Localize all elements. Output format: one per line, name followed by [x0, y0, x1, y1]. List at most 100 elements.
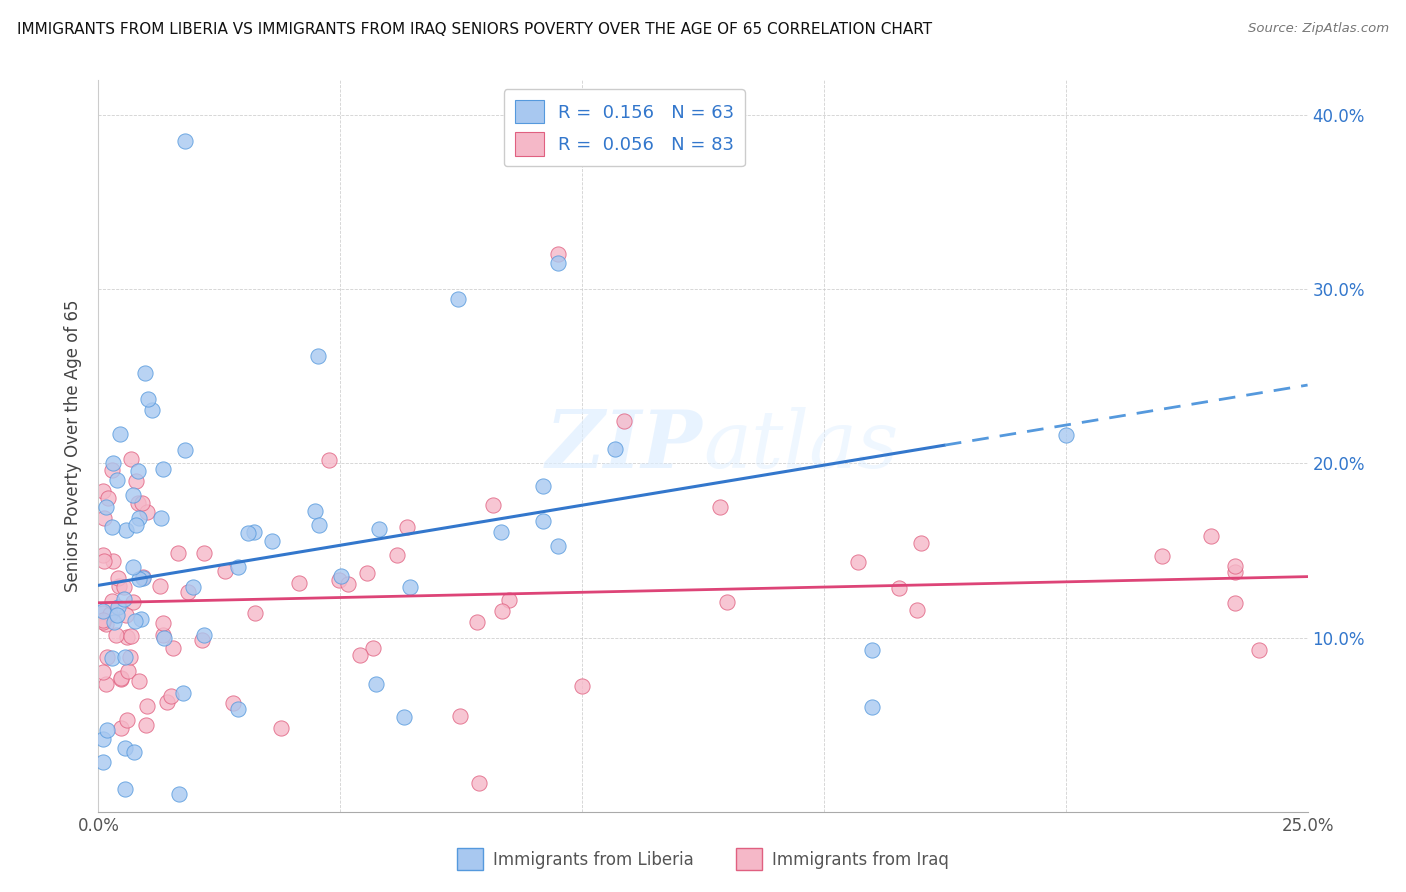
Legend: Immigrants from Liberia, Immigrants from Iraq: Immigrants from Liberia, Immigrants from…: [450, 842, 956, 877]
Point: [94, 677, 117, 691]
Point: [222, 696, 245, 710]
Point: [98, 607, 121, 621]
Point: [887, 581, 910, 595]
Point: [709, 500, 731, 514]
Point: [101, 463, 124, 477]
Point: [149, 578, 172, 592]
Point: [907, 602, 929, 616]
Point: [162, 640, 184, 655]
Point: [449, 709, 471, 723]
Point: [136, 699, 159, 714]
Point: [242, 524, 264, 539]
Point: [356, 566, 378, 580]
Point: [465, 615, 488, 629]
Point: [97, 491, 120, 506]
Point: [262, 533, 284, 548]
Point: [1249, 643, 1271, 657]
Point: [114, 649, 136, 664]
Point: [100, 651, 122, 665]
Point: [1199, 529, 1222, 543]
Point: [91, 755, 114, 769]
Point: [236, 526, 259, 541]
Point: [571, 679, 593, 693]
Point: [122, 560, 145, 574]
Point: [91, 615, 114, 629]
Point: [270, 721, 292, 735]
Point: [120, 452, 142, 467]
Point: [134, 366, 156, 380]
Point: [96, 650, 118, 665]
Point: [288, 575, 311, 590]
Point: [304, 504, 326, 518]
Point: [107, 599, 129, 614]
Point: [846, 555, 869, 569]
Point: [245, 607, 267, 621]
Point: [167, 787, 190, 801]
Point: [399, 580, 422, 594]
Point: [172, 686, 194, 700]
Point: [328, 573, 350, 587]
Point: [115, 713, 138, 727]
Point: [94, 616, 117, 631]
Point: [385, 549, 408, 563]
Point: [101, 520, 124, 534]
Point: [93, 511, 115, 525]
Point: [307, 349, 329, 363]
Point: [482, 498, 505, 512]
Point: [489, 524, 512, 539]
Point: [860, 642, 883, 657]
Point: [498, 593, 520, 607]
Point: [112, 580, 135, 594]
Point: [716, 595, 738, 609]
Text: atlas: atlas: [703, 408, 898, 484]
Point: [364, 677, 387, 691]
Point: [910, 536, 932, 550]
Point: [131, 496, 153, 510]
Point: [447, 292, 470, 306]
Point: [153, 631, 176, 645]
Point: [114, 782, 136, 797]
Point: [93, 553, 115, 567]
Point: [1223, 559, 1246, 574]
Point: [167, 546, 190, 560]
Point: [132, 571, 155, 585]
Point: [613, 414, 636, 428]
Point: [226, 559, 249, 574]
Point: [105, 628, 128, 642]
Point: [107, 571, 129, 585]
Point: [91, 613, 114, 627]
Point: [110, 672, 132, 686]
Point: [226, 702, 249, 716]
Point: [101, 457, 124, 471]
Point: [547, 247, 569, 261]
Point: [127, 463, 149, 477]
Point: [193, 628, 215, 642]
Point: [603, 442, 626, 457]
Point: [132, 570, 155, 584]
Point: [121, 595, 143, 609]
Point: [547, 540, 569, 554]
Point: [96, 723, 118, 738]
Point: [396, 520, 419, 534]
Point: [329, 569, 352, 583]
Point: [128, 511, 150, 525]
Point: [1223, 566, 1246, 580]
Text: Source: ZipAtlas.com: Source: ZipAtlas.com: [1249, 22, 1389, 36]
Point: [1223, 596, 1246, 610]
Point: [124, 615, 146, 629]
Point: [110, 722, 132, 736]
Point: [531, 514, 554, 528]
Point: [110, 671, 132, 685]
Point: [1054, 428, 1077, 442]
Point: [125, 518, 148, 533]
Point: [349, 648, 371, 662]
Point: [136, 505, 159, 519]
Point: [128, 674, 150, 689]
Point: [214, 565, 236, 579]
Point: [127, 495, 149, 509]
Point: [141, 402, 163, 417]
Point: [152, 615, 174, 630]
Point: [122, 745, 145, 759]
Point: [115, 630, 138, 644]
Point: [91, 604, 114, 618]
